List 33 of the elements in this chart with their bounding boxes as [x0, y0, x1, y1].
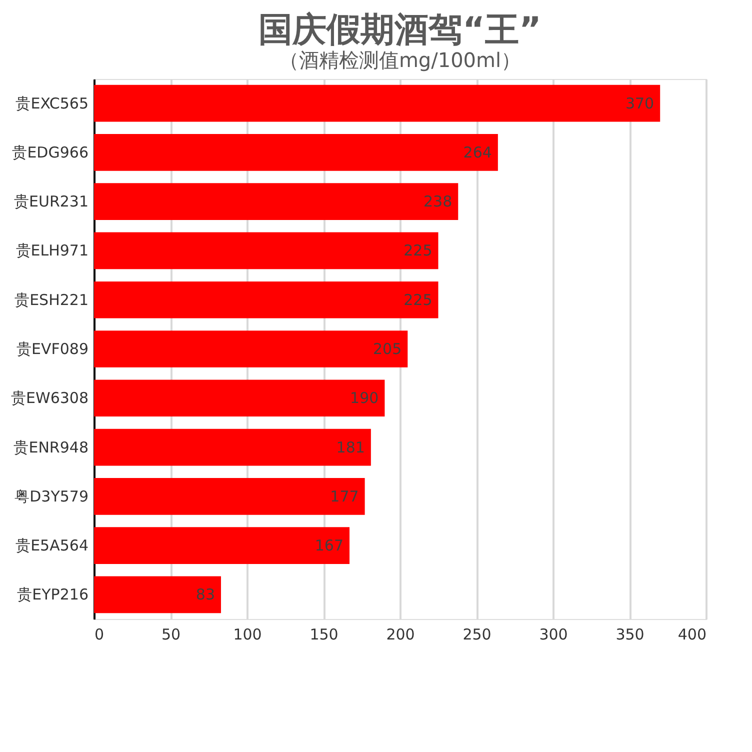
- data-label: 190: [350, 389, 379, 408]
- data-label: 238: [424, 192, 452, 211]
- data-label: 264: [463, 143, 492, 162]
- data-label: 167: [314, 536, 344, 555]
- x-tick-label: 150: [310, 626, 338, 644]
- x-tick-label: 200: [386, 626, 415, 644]
- y-tick-label: 贵EVF089: [16, 340, 88, 358]
- data-label: 177: [330, 487, 359, 506]
- y-tick-label: 贵EUR231: [14, 192, 88, 211]
- x-tick-label: 400: [678, 626, 706, 644]
- y-tick-label: 贵E5A564: [16, 536, 88, 555]
- y-tick-label: 贵EDG966: [12, 143, 88, 162]
- x-tick-label: 100: [233, 626, 262, 644]
- x-tick-label: 350: [616, 626, 644, 644]
- x-tick-label: 250: [462, 626, 492, 644]
- y-tick-label: 贵ELH971: [16, 242, 88, 260]
- data-label: 225: [404, 290, 432, 309]
- data-label: 83: [196, 586, 215, 604]
- y-tick-label: 贵ESH221: [14, 290, 88, 309]
- data-label: 181: [336, 438, 365, 456]
- y-tick-label: 贵ENR948: [14, 438, 88, 456]
- y-tick-label: 贵EYP216: [17, 586, 88, 604]
- data-label: 225: [404, 242, 432, 260]
- y-tick-label: 贵EW6308: [11, 389, 88, 408]
- data-label: 205: [373, 340, 402, 358]
- x-tick-label: 0: [94, 626, 104, 644]
- chart-title: 国庆假期酒驾“王”: [258, 10, 542, 50]
- y-tick-label: 贵EXC565: [16, 94, 88, 112]
- chart-subtitle: （酒精检测值mg/100ml）: [278, 48, 522, 72]
- x-tick-label: 50: [161, 626, 181, 644]
- y-tick-label: 粤D3Y579: [14, 487, 88, 506]
- x-tick-label: 300: [539, 626, 568, 644]
- data-label: 370: [625, 94, 654, 112]
